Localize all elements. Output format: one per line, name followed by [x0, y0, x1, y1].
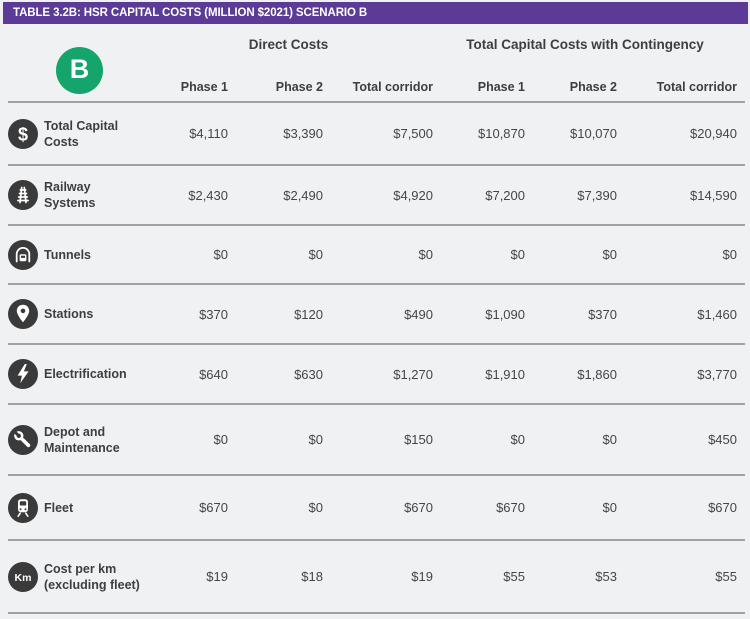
cell-value: $20,940: [690, 126, 737, 141]
cell-value: $2,490: [283, 187, 323, 203]
location-pin-icon: [8, 299, 44, 329]
cell-value: $0: [722, 247, 737, 262]
capital-costs-table: B Direct Costs Total Capital Costs with …: [8, 24, 745, 614]
cell-value: $1,860: [577, 366, 617, 382]
row-label: Fleet: [44, 500, 74, 515]
cell-value: $670: [708, 500, 737, 515]
km-icon: Km: [8, 561, 44, 592]
cell-value: $0: [602, 247, 617, 262]
row-label: Cost per km (excluding fleet): [44, 561, 140, 592]
cell-value: $0: [213, 432, 228, 447]
cell-value: $0: [308, 247, 323, 262]
cell-value: $19: [206, 569, 228, 584]
cell-value: $0: [213, 247, 228, 262]
scenario-b-logo: B: [56, 47, 103, 94]
cell-value: $630: [294, 366, 323, 382]
table-row-railway-systems: Railway Systems $2,430 $2,490 $4,920 $7,…: [8, 164, 745, 224]
table-row-fleet: Fleet $670 $0 $670 $670 $0 $670: [8, 474, 745, 539]
cell-value: $0: [418, 247, 433, 262]
cell-value: $1,090: [485, 306, 525, 322]
row-label: Tunnels: [44, 247, 91, 262]
wrench-icon: [8, 424, 44, 455]
row-label: Total Capital Costs: [44, 118, 119, 149]
table-row-stations: Stations $370 $120 $490 $1,090 $370 $1,4…: [8, 283, 745, 343]
table-row-electrification: Electrification $640 $630 $1,270 $1,910 …: [8, 343, 745, 403]
dollar-icon: $: [8, 118, 44, 149]
column-header-total-direct: Total corridor: [352, 80, 433, 94]
row-label: Depot and Maintenance: [44, 424, 120, 455]
cell-value: $670: [199, 500, 228, 515]
cell-value: $53: [595, 569, 617, 584]
column-header-phase1-direct: Phase 1: [180, 80, 228, 94]
table-row-cost-per-km: Km Cost per km (excluding fleet) $19 $18…: [8, 539, 745, 614]
table-header: B Direct Costs Total Capital Costs with …: [8, 24, 745, 101]
group-header-row: Direct Costs Total Capital Costs with Co…: [8, 24, 745, 64]
column-header-phase2-direct: Phase 2: [275, 80, 323, 94]
cell-value: $19: [411, 569, 433, 584]
table-row-total-capital-costs: $ Total Capital Costs $4,110 $3,390 $7,5…: [8, 101, 745, 164]
column-header-phase1-contingency: Phase 1: [477, 80, 525, 94]
cell-value: $370: [199, 306, 228, 322]
cell-value: $670: [404, 500, 433, 515]
cell-value: $0: [308, 500, 323, 515]
cell-value: $1,910: [485, 366, 525, 382]
cell-value: $120: [294, 306, 323, 322]
table-row-depot-maintenance: Depot and Maintenance $0 $0 $150 $0 $0 $…: [8, 403, 745, 474]
cell-value: $18: [301, 569, 323, 584]
scenario-b-badge-icon: B: [56, 47, 103, 94]
cell-value: $55: [503, 569, 525, 584]
group-header-contingency: Total Capital Costs with Contingency: [466, 36, 704, 52]
column-header-row: Phase 1 Phase 2 Total corridor Phase 1 P…: [8, 64, 745, 101]
cell-value: $0: [510, 432, 525, 447]
cell-value: $640: [199, 366, 228, 382]
row-label: Stations: [44, 307, 94, 321]
train-icon: [8, 492, 44, 523]
cell-value: $4,110: [189, 126, 228, 141]
cell-value: $2,430: [188, 187, 228, 203]
cell-value: $0: [510, 247, 525, 262]
group-header-direct-costs: Direct Costs: [248, 36, 329, 52]
railway-track-icon: [8, 180, 44, 210]
table-title-bar: TABLE 3.2B: HSR CAPITAL COSTS (MILLION $…: [3, 2, 748, 24]
cell-value: $7,500: [393, 126, 433, 141]
cell-value: $370: [588, 306, 617, 322]
cell-value: $10,070: [570, 126, 617, 141]
cell-value: $0: [602, 500, 617, 515]
row-label: Electrification: [44, 367, 127, 381]
cell-value: $670: [496, 500, 525, 515]
svg-text:Km: Km: [15, 571, 32, 583]
tunnel-icon: [8, 239, 44, 270]
cell-value: $1,270: [393, 366, 433, 382]
row-label: Railway Systems: [44, 180, 96, 210]
cell-value: $150: [404, 432, 433, 447]
svg-text:$: $: [18, 124, 28, 144]
cell-value: $10,870: [478, 126, 525, 141]
cell-value: $0: [602, 432, 617, 447]
cell-value: $450: [708, 432, 737, 447]
cell-value: $490: [404, 306, 433, 322]
cell-value: $3,770: [697, 366, 737, 382]
column-header-phase2-contingency: Phase 2: [569, 80, 617, 94]
cell-value: $1,460: [697, 306, 737, 322]
cell-value: $0: [308, 432, 323, 447]
cell-value: $7,390: [577, 187, 617, 203]
cell-value: $3,390: [283, 126, 323, 141]
table-row-tunnels: Tunnels $0 $0 $0 $0 $0 $0: [8, 224, 745, 283]
cell-value: $14,590: [690, 187, 737, 203]
lightning-bolt-icon: [8, 359, 44, 389]
cell-value: $7,200: [485, 187, 525, 203]
cell-value: $55: [715, 569, 737, 584]
column-header-total-contingency: Total corridor: [656, 80, 737, 94]
cell-value: $4,920: [393, 187, 433, 203]
